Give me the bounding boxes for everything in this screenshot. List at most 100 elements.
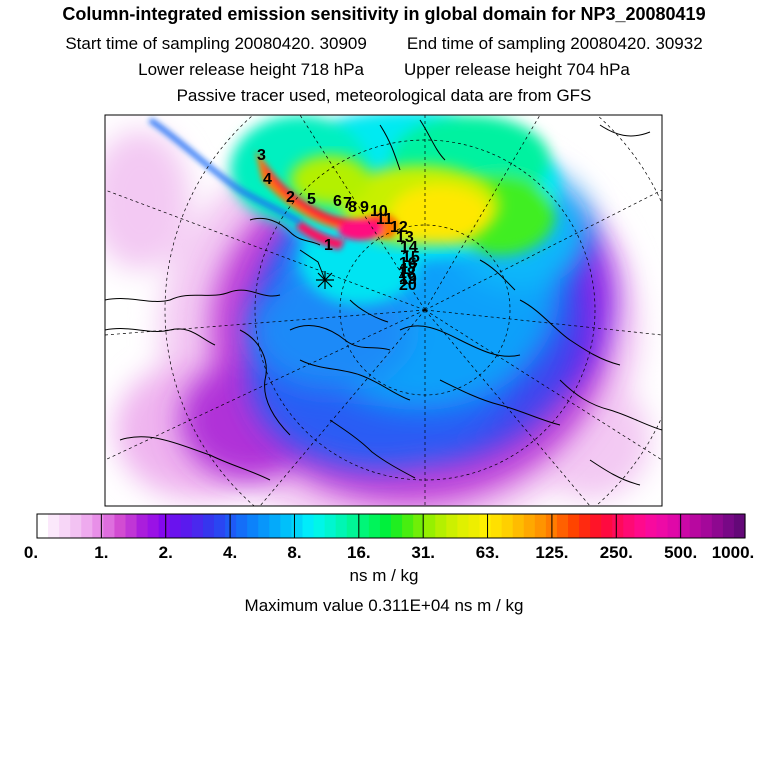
colorbar-swatch xyxy=(435,514,447,538)
colorbar-swatch xyxy=(501,514,514,538)
point-label-17: 17 xyxy=(400,261,418,278)
release-height-line: Lower release height 718 hPa Upper releas… xyxy=(0,60,768,80)
point-label-5: 5 xyxy=(307,191,316,208)
colorbar-swatch xyxy=(700,514,713,538)
colorbar-swatch xyxy=(158,514,171,538)
colorbar-swatch xyxy=(556,514,569,538)
colorbar-swatch xyxy=(324,514,337,538)
colorbar-swatch xyxy=(236,514,248,538)
colorbar-swatch xyxy=(479,514,492,538)
colorbar-swatch xyxy=(247,514,259,538)
colorbar-swatch xyxy=(612,514,624,538)
colorbar-tick-label: 125. xyxy=(535,543,568,562)
colorbar-swatch xyxy=(37,514,49,538)
point-label-11: 11 xyxy=(376,211,393,228)
colorbar-swatch xyxy=(667,514,680,538)
point-label-20: 20 xyxy=(399,277,417,294)
maximum-value: Maximum value 0.311E+04 ns m / kg xyxy=(244,596,524,615)
colorbar-swatch xyxy=(413,514,425,538)
point-label-4: 4 xyxy=(263,171,272,188)
colorbar-swatch xyxy=(291,514,304,538)
colorbar-tick-label: 500. xyxy=(664,543,697,562)
colorbar-swatch xyxy=(634,514,647,538)
start-time: Start time of sampling 20080420. 30909 xyxy=(65,34,367,53)
colorbar-swatch xyxy=(368,514,381,538)
graticule xyxy=(105,115,662,506)
tracer-note: Passive tracer used, meteorological data… xyxy=(176,86,592,105)
map-frame xyxy=(104,114,663,507)
sampling-time-line: Start time of sampling 20080420. 30909 En… xyxy=(0,34,768,54)
point-label-2: 2 xyxy=(286,189,295,206)
map-field: 3 4 2 5 6 7 8 9 10 11 12 13 14 15 16 17 … xyxy=(105,115,662,506)
colorbar-swatch xyxy=(678,514,691,538)
colorbar-swatch xyxy=(402,514,414,538)
point-label-14: 14 xyxy=(400,239,418,256)
point-label-10: 10 xyxy=(370,203,388,220)
colorbar-swatch xyxy=(379,514,392,538)
colorbar-swatch xyxy=(645,514,658,538)
colorbar-swatch xyxy=(722,514,735,538)
colorbar-swatch xyxy=(114,514,127,538)
colorbar-swatch xyxy=(81,514,93,538)
colorbar-swatch xyxy=(147,514,160,538)
lower-release-height: Lower release height 718 hPa xyxy=(138,60,364,79)
plot-title: Column-integrated emission sensitivity i… xyxy=(62,4,706,24)
colorbar-swatch xyxy=(335,514,348,538)
colorbar-tick-label: 16. xyxy=(347,543,371,562)
colorbar-swatch xyxy=(125,514,138,538)
colorbar-swatch xyxy=(280,514,293,538)
colorbar-swatch xyxy=(225,514,237,538)
colorbar-tick-label: 0. xyxy=(24,543,38,562)
colorbar-swatch xyxy=(534,514,547,538)
colorbar-swatch xyxy=(169,514,182,538)
colorbar-swatch xyxy=(579,514,591,538)
colorbar-tick-label: 4. xyxy=(223,543,237,562)
colorbar-swatch xyxy=(656,514,669,538)
point-label-8: 8 xyxy=(348,199,357,216)
coastlines xyxy=(105,119,662,486)
colorbar-swatch xyxy=(302,514,315,538)
colorbar-swatch xyxy=(512,514,525,538)
colorbar-swatch xyxy=(313,514,326,538)
colorbar-swatch xyxy=(136,514,149,538)
colorbar-frame xyxy=(36,513,746,539)
upper-release-height: Upper release height 704 hPa xyxy=(404,60,630,79)
point-label-1: 1 xyxy=(324,237,333,254)
colorbar-swatch xyxy=(424,514,436,538)
colorbar-swatch xyxy=(623,514,635,538)
colorbar-swatch xyxy=(468,514,481,538)
colorbar-tick-label: 8. xyxy=(287,543,301,562)
colorbar-swatch xyxy=(689,514,702,538)
colorbar-tick-label: 1000. xyxy=(712,543,755,562)
point-label-3: 3 xyxy=(257,147,266,164)
point-label-9: 9 xyxy=(360,199,369,216)
colorbar-swatch xyxy=(490,514,503,538)
end-time: End time of sampling 20080420. 30932 xyxy=(406,34,703,53)
colorbar-swatch xyxy=(601,514,613,538)
point-label-7: 7 xyxy=(343,195,352,212)
point-label-12: 12 xyxy=(390,219,408,236)
colorbar-tick-label: 250. xyxy=(600,543,633,562)
colorbar-swatch xyxy=(523,514,536,538)
colorbar-swatch xyxy=(446,514,458,538)
point-label-6: 6 xyxy=(333,193,342,210)
colorbar-swatch xyxy=(269,514,281,538)
point-label-15: 15 xyxy=(402,249,420,266)
point-label-13: 13 xyxy=(396,229,414,246)
colorbar-tick-label: 2. xyxy=(159,543,173,562)
colorbar-unit: ns m / kg xyxy=(349,566,419,585)
colorbar-swatch xyxy=(711,514,724,538)
colorbar-swatch xyxy=(457,514,470,538)
point-label-18: 18 xyxy=(398,265,416,282)
colorbar-swatch xyxy=(59,514,71,538)
colorbar-swatch xyxy=(191,514,204,538)
colorbar-swatch xyxy=(357,514,370,538)
colorbar-swatch xyxy=(391,514,403,538)
colorbar-tick-label: 31. xyxy=(411,543,435,562)
point-label-19: 19 xyxy=(399,271,417,288)
colorbar-swatch xyxy=(103,514,116,538)
colorbar-swatch xyxy=(346,514,359,538)
colorbar-swatch xyxy=(48,514,60,538)
colorbar-swatch xyxy=(590,514,602,538)
